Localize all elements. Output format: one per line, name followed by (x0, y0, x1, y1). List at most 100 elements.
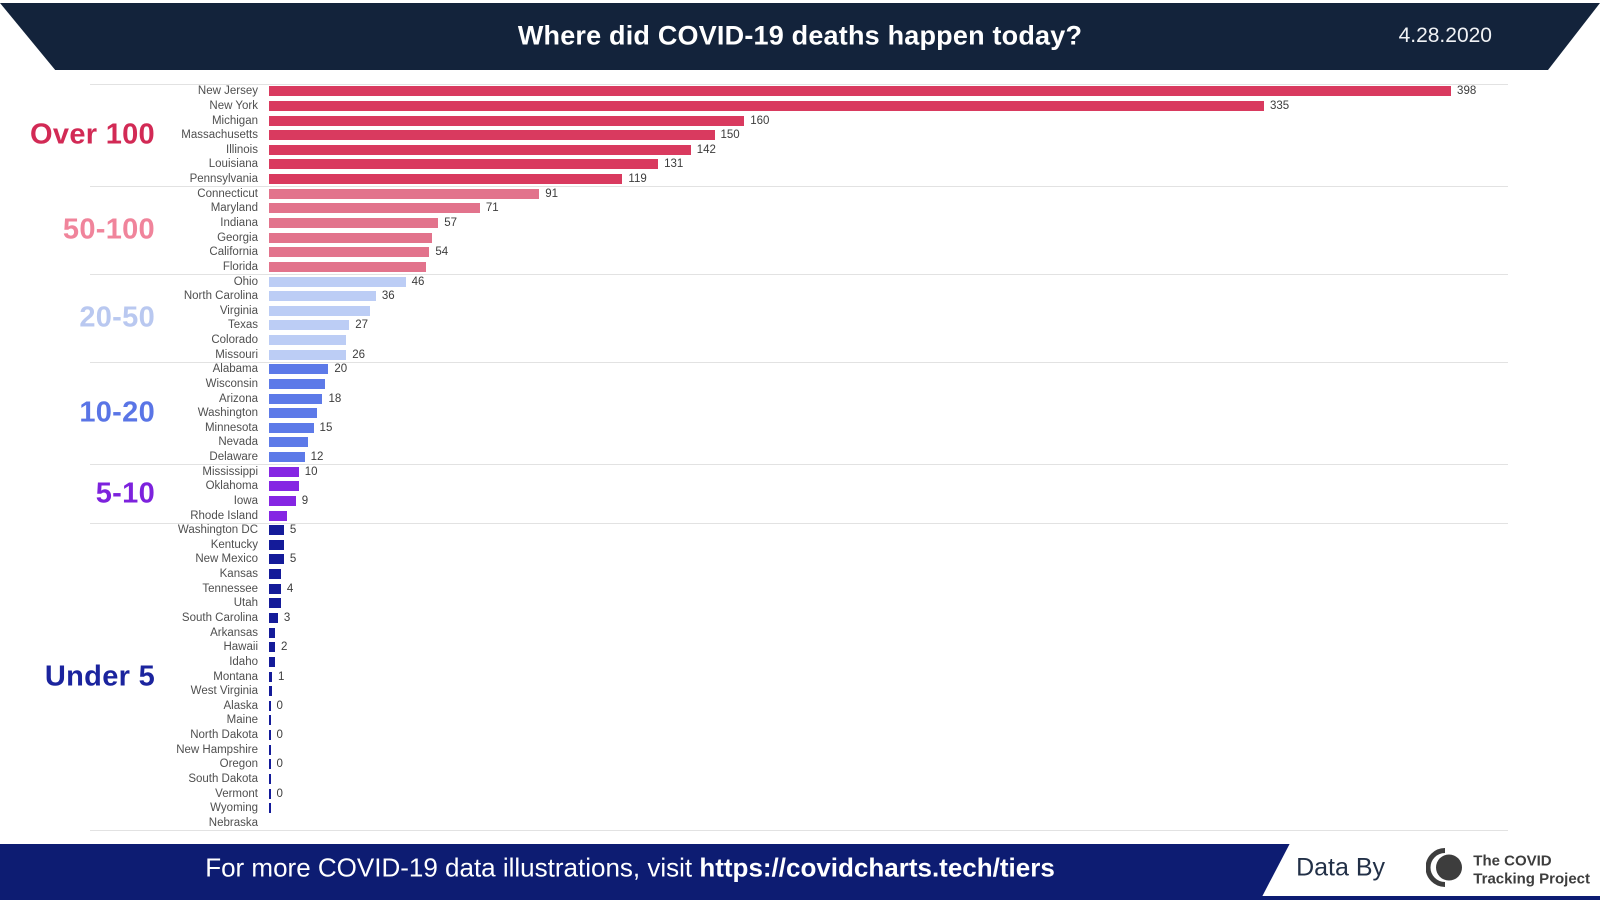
state-label: Nebraska (208, 816, 258, 829)
state-label: California (209, 246, 258, 259)
value-label: 142 (696, 143, 716, 156)
state-row: Alaska 0 (0, 698, 1600, 713)
bar (269, 569, 281, 580)
state-label: Missouri (215, 348, 258, 361)
state-label: New Jersey (197, 85, 258, 98)
state-row: Texas 27 (0, 318, 1600, 333)
state-row: Michigan 160 (0, 113, 1600, 128)
bar (269, 422, 314, 433)
footer-link[interactable]: https://covidcharts.tech/tiers (699, 852, 1055, 883)
footer-navy-band: For more COVID-19 data illustrations, vi… (0, 844, 1290, 896)
value-label: 0 (276, 729, 283, 742)
bar (269, 773, 271, 784)
state-label: Maine (226, 714, 258, 727)
bar (269, 86, 1452, 97)
bar (269, 232, 433, 243)
tier-label: 5-10 (95, 477, 155, 510)
state-label: Virginia (219, 304, 258, 317)
tier-group: 10-20 Alabama 20 Wisconsin Arizona 18 Washingt… (0, 362, 1600, 464)
bar (269, 612, 278, 623)
bar (269, 481, 299, 492)
bar (269, 627, 275, 638)
state-row: Montana 1 (0, 669, 1600, 684)
state-row: Ohio 46 (0, 274, 1600, 289)
tier-group: 5-10 Mississippi 10 Oklahoma Iowa 9 Rhode Isla… (0, 464, 1600, 523)
state-row: Nebraska (0, 815, 1600, 830)
state-label: Kentucky (210, 538, 258, 551)
state-row: Louisiana 131 (0, 157, 1600, 172)
state-row: Kansas (0, 567, 1600, 582)
bar (269, 730, 271, 741)
state-label: West Virginia (190, 685, 258, 698)
state-label: Oregon (219, 758, 258, 771)
state-label: Vermont (215, 787, 258, 800)
state-label: Arkansas (210, 626, 258, 639)
state-label: Alabama (212, 363, 258, 376)
state-row: Utah (0, 596, 1600, 611)
value-label: 18 (328, 392, 342, 405)
value-label: 131 (664, 158, 684, 171)
value-label: 335 (1269, 99, 1290, 112)
tier-divider-line (90, 186, 1508, 188)
state-label: North Dakota (190, 729, 258, 742)
page-title: Where did COVID-19 deaths happen today? (517, 19, 1083, 50)
value-label: 0 (276, 699, 283, 712)
state-label: Iowa (233, 494, 258, 507)
bar (269, 378, 326, 389)
bar (269, 247, 430, 258)
value-label: 57 (444, 216, 458, 229)
value-label: 119 (628, 173, 647, 186)
tier-group: 50-100 Connecticut 91 Maryland 71 Indiana 57 Ge… (0, 186, 1600, 274)
bar (269, 759, 271, 770)
bar (269, 715, 271, 726)
value-label: 160 (750, 114, 770, 127)
state-label: Nevada (218, 436, 258, 449)
state-row: Arkansas (0, 625, 1600, 640)
state-row: Idaho (0, 655, 1600, 670)
logo-line1: The COVID (1473, 852, 1552, 870)
state-label: Montana (213, 670, 258, 683)
value-label: 5 (289, 553, 297, 566)
tier-group: Over 100 New Jersey 398 New York 335 Michigan… (0, 84, 1600, 186)
bar (269, 583, 281, 594)
value-label: 2 (280, 641, 288, 654)
bar (269, 437, 308, 448)
state-label: Idaho (229, 655, 258, 668)
state-row: South Carolina 3 (0, 611, 1600, 626)
data-by-label: Data By (1296, 853, 1385, 882)
bar (269, 408, 317, 419)
state-row: Nevada (0, 435, 1600, 450)
bar (269, 291, 376, 302)
bar (269, 510, 287, 521)
value-label: 12 (310, 451, 324, 464)
bar (269, 159, 659, 170)
state-label: New Mexico (195, 553, 258, 566)
state-label: Georgia (217, 231, 258, 244)
chart-area: Over 100 New Jersey 398 New York 335 Michigan… (0, 84, 1600, 832)
bar (269, 144, 691, 155)
state-row: New Mexico 5 (0, 552, 1600, 567)
state-row: Hawaii 2 (0, 640, 1600, 655)
state-label: Rhode Island (190, 509, 258, 522)
bar (269, 452, 305, 463)
state-row: North Carolina 36 (0, 289, 1600, 304)
footer-caption: For more COVID-19 data illustrations, vi… (0, 853, 1260, 884)
logo-line2: Tracking Project (1473, 870, 1590, 887)
state-label: Ohio (233, 275, 258, 288)
state-row: Colorado (0, 333, 1600, 348)
state-row: West Virginia (0, 684, 1600, 699)
value-label: 0 (276, 758, 283, 771)
state-label: South Dakota (188, 772, 258, 785)
bar (269, 276, 406, 287)
state-row: Florida (0, 260, 1600, 275)
state-label: Minnesota (204, 421, 258, 434)
value-label: 27 (355, 319, 368, 332)
state-label: North Carolina (183, 290, 258, 303)
bar (269, 349, 347, 360)
bar (269, 656, 275, 667)
state-label: Illinois (226, 143, 258, 156)
tier-label: Under 5 (44, 660, 155, 692)
state-row: Washington (0, 406, 1600, 421)
bar (269, 188, 540, 199)
